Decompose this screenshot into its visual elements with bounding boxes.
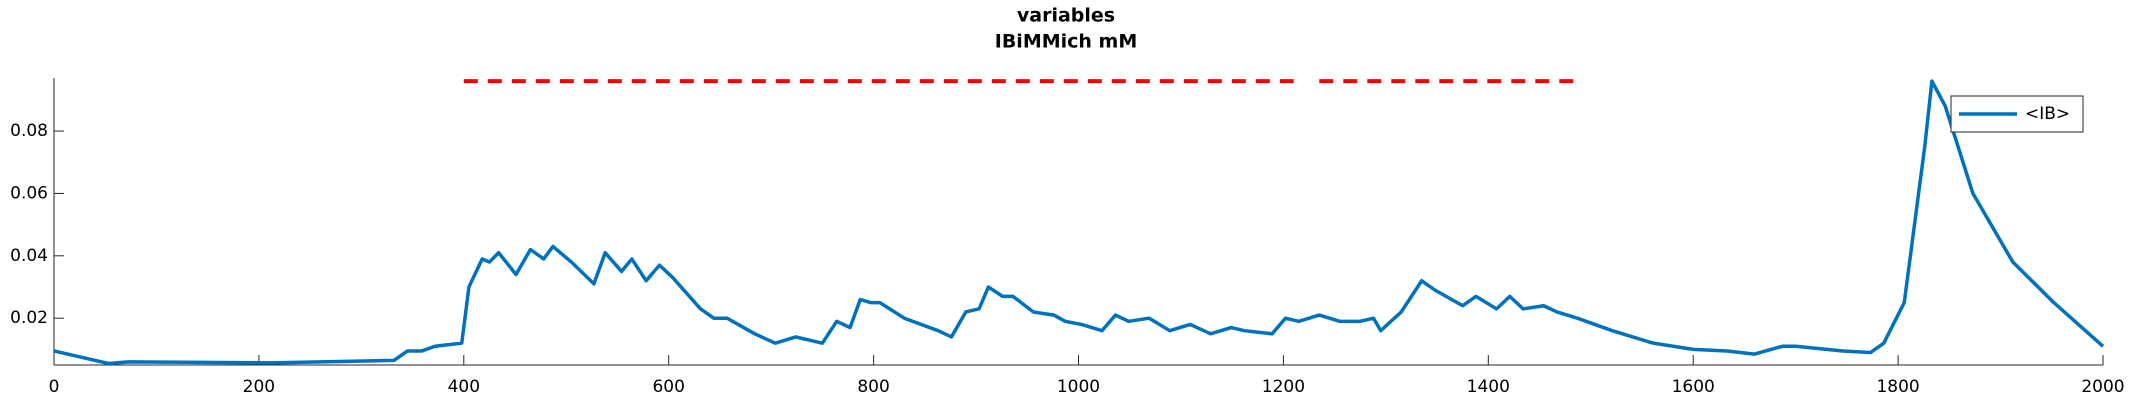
x-tick-label: 400 — [448, 377, 480, 397]
chart-subtitle: IBiMMich mM — [995, 31, 1138, 53]
x-tick-label: 1200 — [1262, 377, 1305, 397]
x-tick-label: 1800 — [1876, 377, 1919, 397]
x-tick-label: 800 — [857, 377, 889, 397]
data-line — [53, 79, 2105, 366]
y-tick-label: 0.06 — [10, 183, 48, 203]
x-tick-label: 600 — [652, 377, 684, 397]
x-tick-label: 2000 — [2081, 377, 2124, 397]
y-tick-label: 0.04 — [10, 246, 48, 266]
x-tick-label: 1400 — [1467, 377, 1510, 397]
legend-label: <IB> — [2025, 104, 2070, 124]
chart-title: variables — [1017, 5, 1115, 27]
x-tick-label: 1000 — [1057, 377, 1100, 397]
x-tick-label: 0 — [49, 377, 60, 397]
y-tick-label: 0.08 — [10, 121, 48, 141]
x-tick-label: 200 — [243, 377, 275, 397]
y-tick-label: 0.02 — [10, 308, 48, 328]
x-tick-label: 1600 — [1672, 377, 1715, 397]
